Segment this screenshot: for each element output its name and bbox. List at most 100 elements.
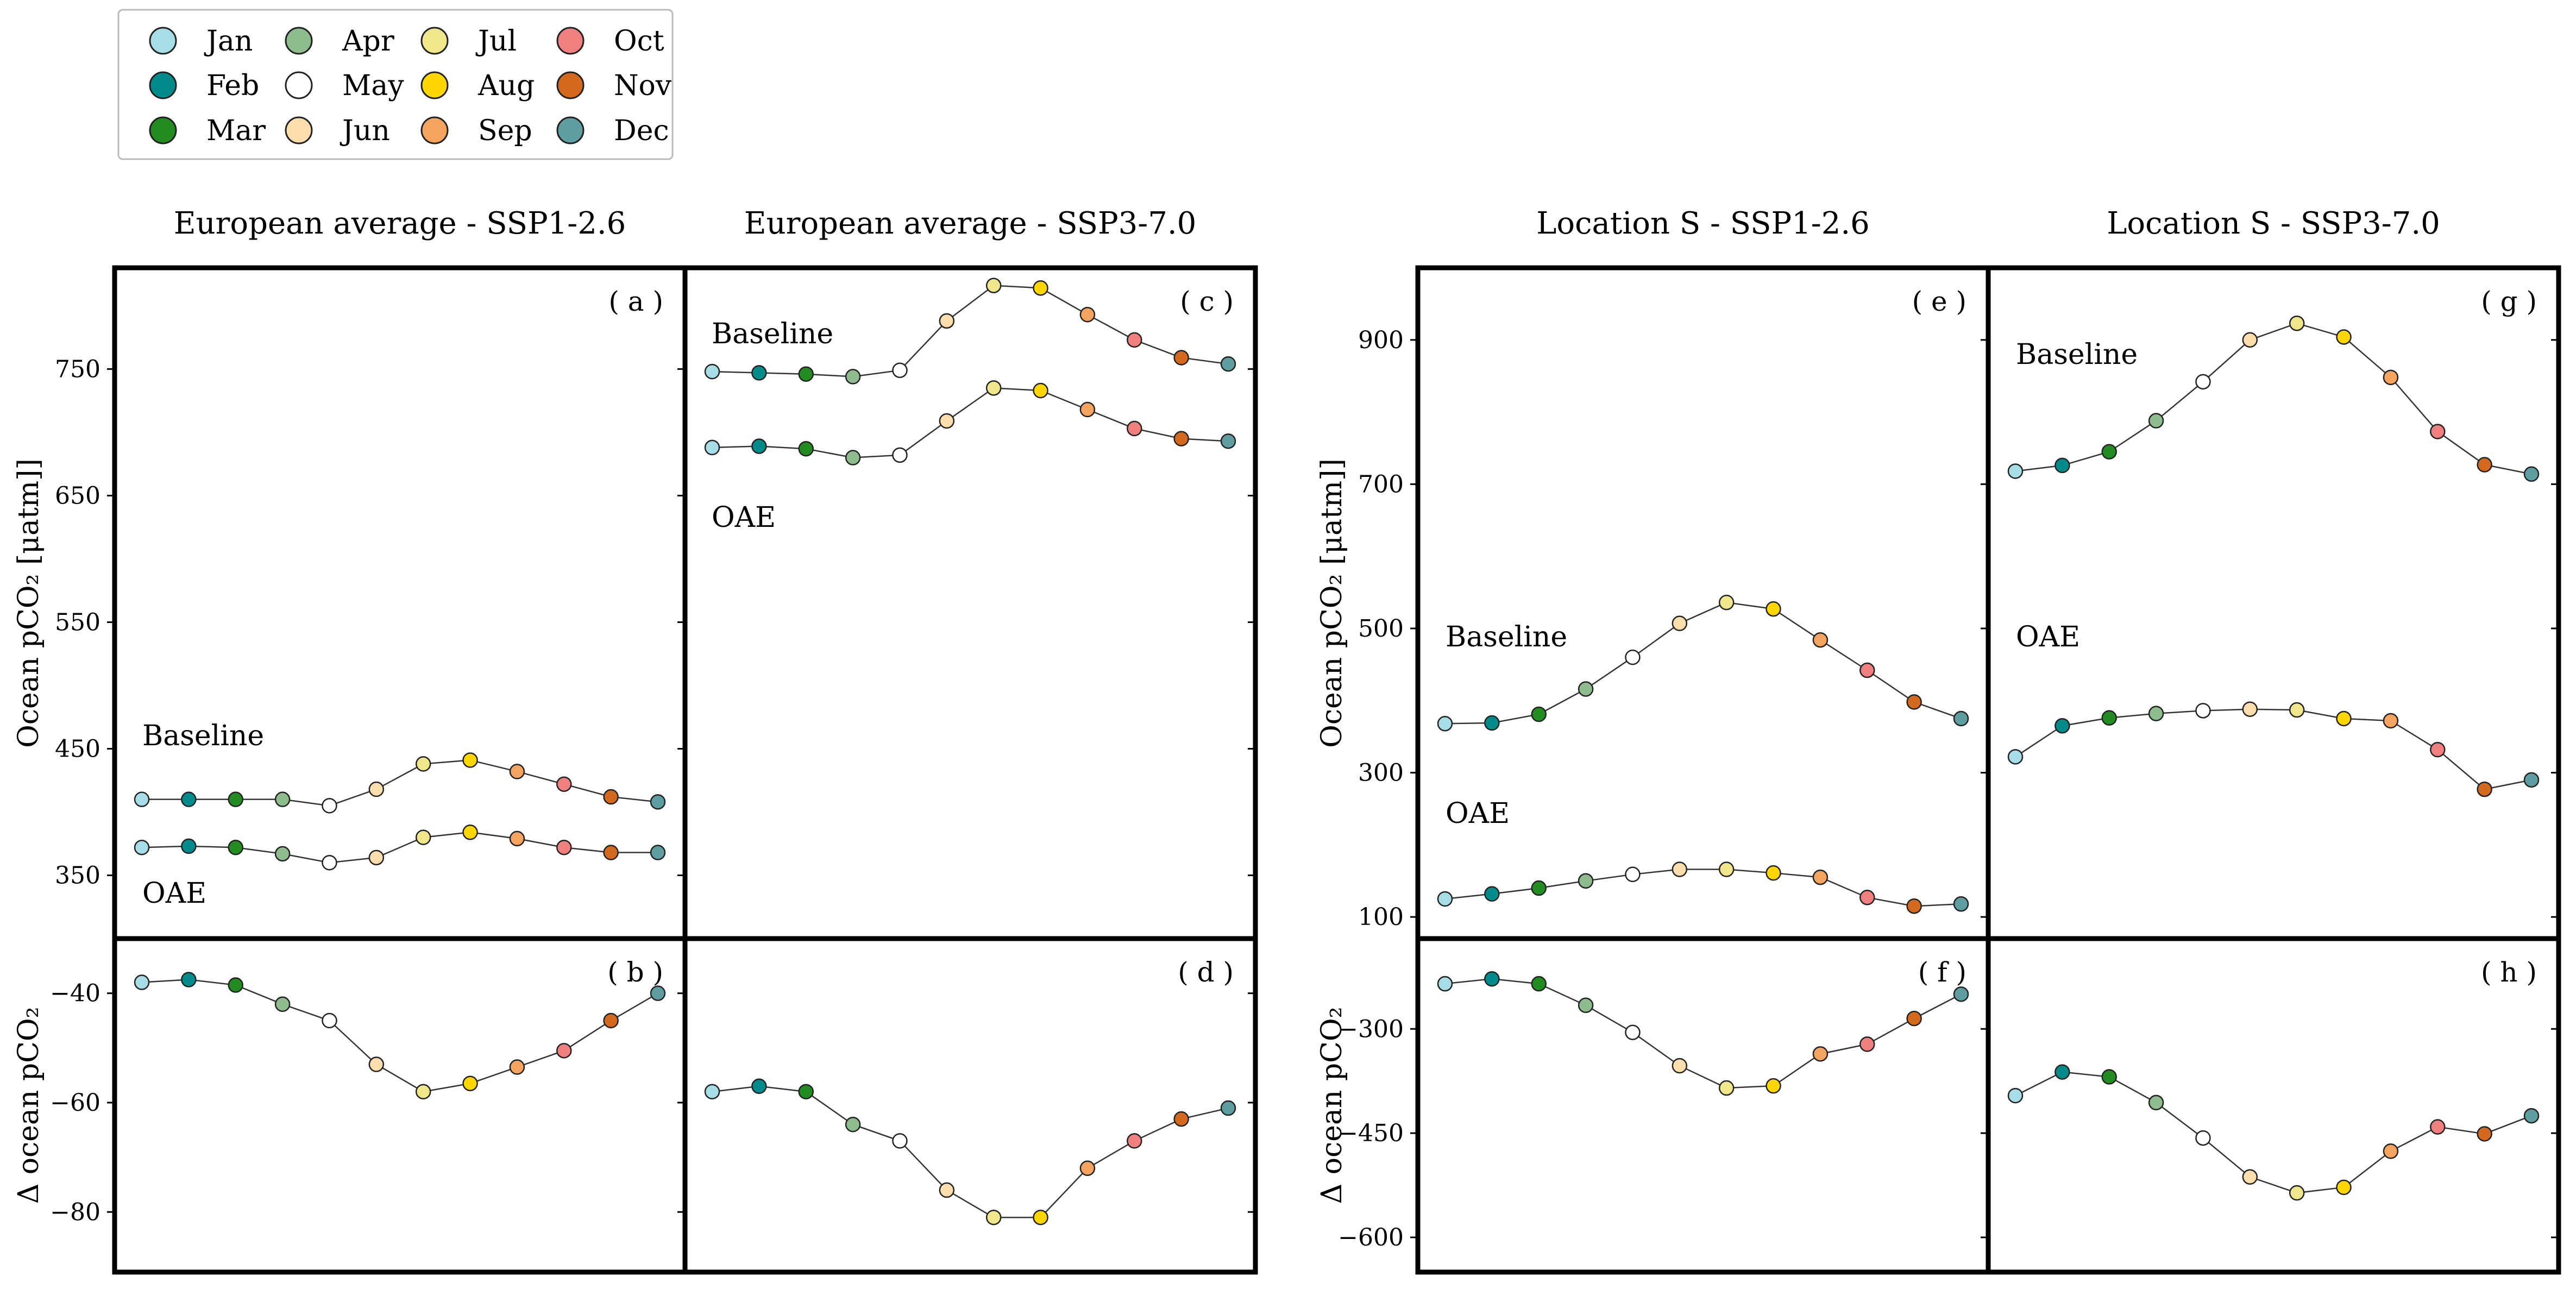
data-point-jul [1718,594,1735,611]
data-point-feb [181,838,197,854]
data-point-aug [1033,382,1048,399]
data-point-may [2195,1130,2211,1146]
data-point-dec [2523,772,2540,788]
panel-letter: ( b ) [607,957,663,988]
data-point-apr [1578,681,1594,697]
data-point-dec [1953,986,1969,1002]
data-point-jun [2242,1169,2258,1185]
y-tick-label: 650 [55,482,100,509]
annotation-label: OAE [712,501,776,534]
data-point-feb [751,438,767,454]
data-point-feb [2054,1064,2070,1080]
data-point-nov [1906,1010,1922,1027]
data-point-sep [509,1059,525,1075]
legend-label-dec: Dec [614,115,669,147]
data-point-jun [368,781,385,797]
annotation-label: Baseline [1446,621,1567,653]
data-point-jul [2289,316,2305,331]
data-point-mar [1531,706,1547,722]
data-point-apr [1578,873,1594,889]
data-point-sep [1812,869,1829,885]
data-point-oct [1127,420,1142,437]
data-point-jan [2007,463,2024,479]
data-point-nov [2477,457,2492,473]
series-line [712,285,1229,378]
data-point-may [322,1012,337,1029]
panel-letter: ( f ) [1918,957,1966,988]
data-point-mar [228,839,243,855]
data-point-aug [462,1075,478,1091]
data-point-jun [368,850,385,866]
legend-marker-sep [420,116,449,144]
data-point-jan [134,839,150,855]
data-point-oct [556,776,572,792]
data-point-jun [2242,701,2258,717]
panel-2: −80 −60 −40Δ ocean pCO₂ ( b ) [12,936,688,1275]
data-point-aug [2336,1179,2352,1196]
data-point-jan [1437,976,1453,992]
panel-frame [682,265,1258,941]
y-tick-label: −600 [1338,1224,1404,1251]
data-point-jun [368,1056,385,1072]
data-point-nov [603,789,619,805]
y-tick-label: 350 [55,861,100,889]
data-point-dec [1953,710,1969,727]
data-point-apr [274,996,291,1012]
data-point-may [322,854,337,871]
legend-label-apr: Apr [342,25,394,58]
data-point-feb [2054,457,2070,474]
data-point-jun [939,413,955,429]
data-point-mar [1531,880,1547,896]
data-point-jul [415,829,431,845]
data-point-apr [2148,413,2164,429]
data-point-jul [1718,1080,1735,1096]
data-point-may [892,362,908,378]
panel-letter: ( e ) [1912,286,1966,317]
panel-frame [682,936,1258,1275]
data-point-mar [798,366,814,382]
data-point-jul [2289,702,2305,718]
data-point-mar [2101,710,2117,726]
data-point-sep [509,831,525,847]
data-point-nov [1173,350,1189,366]
data-point-jan [1437,891,1453,907]
data-point-aug [2336,710,2352,727]
panel-frame [1415,265,1991,941]
legend-label-jan: Jan [204,25,253,58]
legend-marker-apr [285,27,313,55]
data-point-jul [985,1210,1002,1225]
panel-1: European average - SSP3-7.0 Baseline OAE ( … [682,206,1258,941]
data-point-apr [2148,1094,2164,1111]
data-point-jul [1718,861,1735,877]
data-point-sep [509,764,525,779]
data-point-apr [274,846,291,862]
data-point-jun [2242,332,2258,348]
data-point-nov [2477,781,2492,797]
panel-7: ( h ) [1986,936,2561,1275]
data-point-aug [2336,329,2352,345]
y-tick-label: 500 [1358,615,1404,643]
data-point-sep [1812,1046,1829,1062]
series-line [1444,869,1962,907]
data-point-mar [228,791,243,807]
legend-label-oct: Oct [614,25,664,58]
data-point-aug [1765,865,1781,881]
data-point-may [2195,703,2211,719]
data-point-oct [2430,424,2446,439]
y-axis-label: Δ ocean pCO₂ [12,1007,45,1204]
panel-letter: ( c ) [1180,286,1234,317]
data-point-jan [704,1084,720,1100]
data-point-oct [556,839,572,855]
data-point-aug [1765,601,1781,617]
data-point-mar [798,1084,814,1100]
y-tick-label: −60 [50,1089,100,1117]
legend-label-sep: Sep [478,115,532,147]
data-point-oct [1859,662,1875,678]
legend-box [117,9,674,160]
series-line [1444,978,1962,1089]
data-point-jul [985,380,1002,396]
data-point-jul [415,1084,431,1100]
data-point-sep [1079,1160,1096,1177]
data-point-may [2195,374,2211,390]
series-line [142,759,658,807]
